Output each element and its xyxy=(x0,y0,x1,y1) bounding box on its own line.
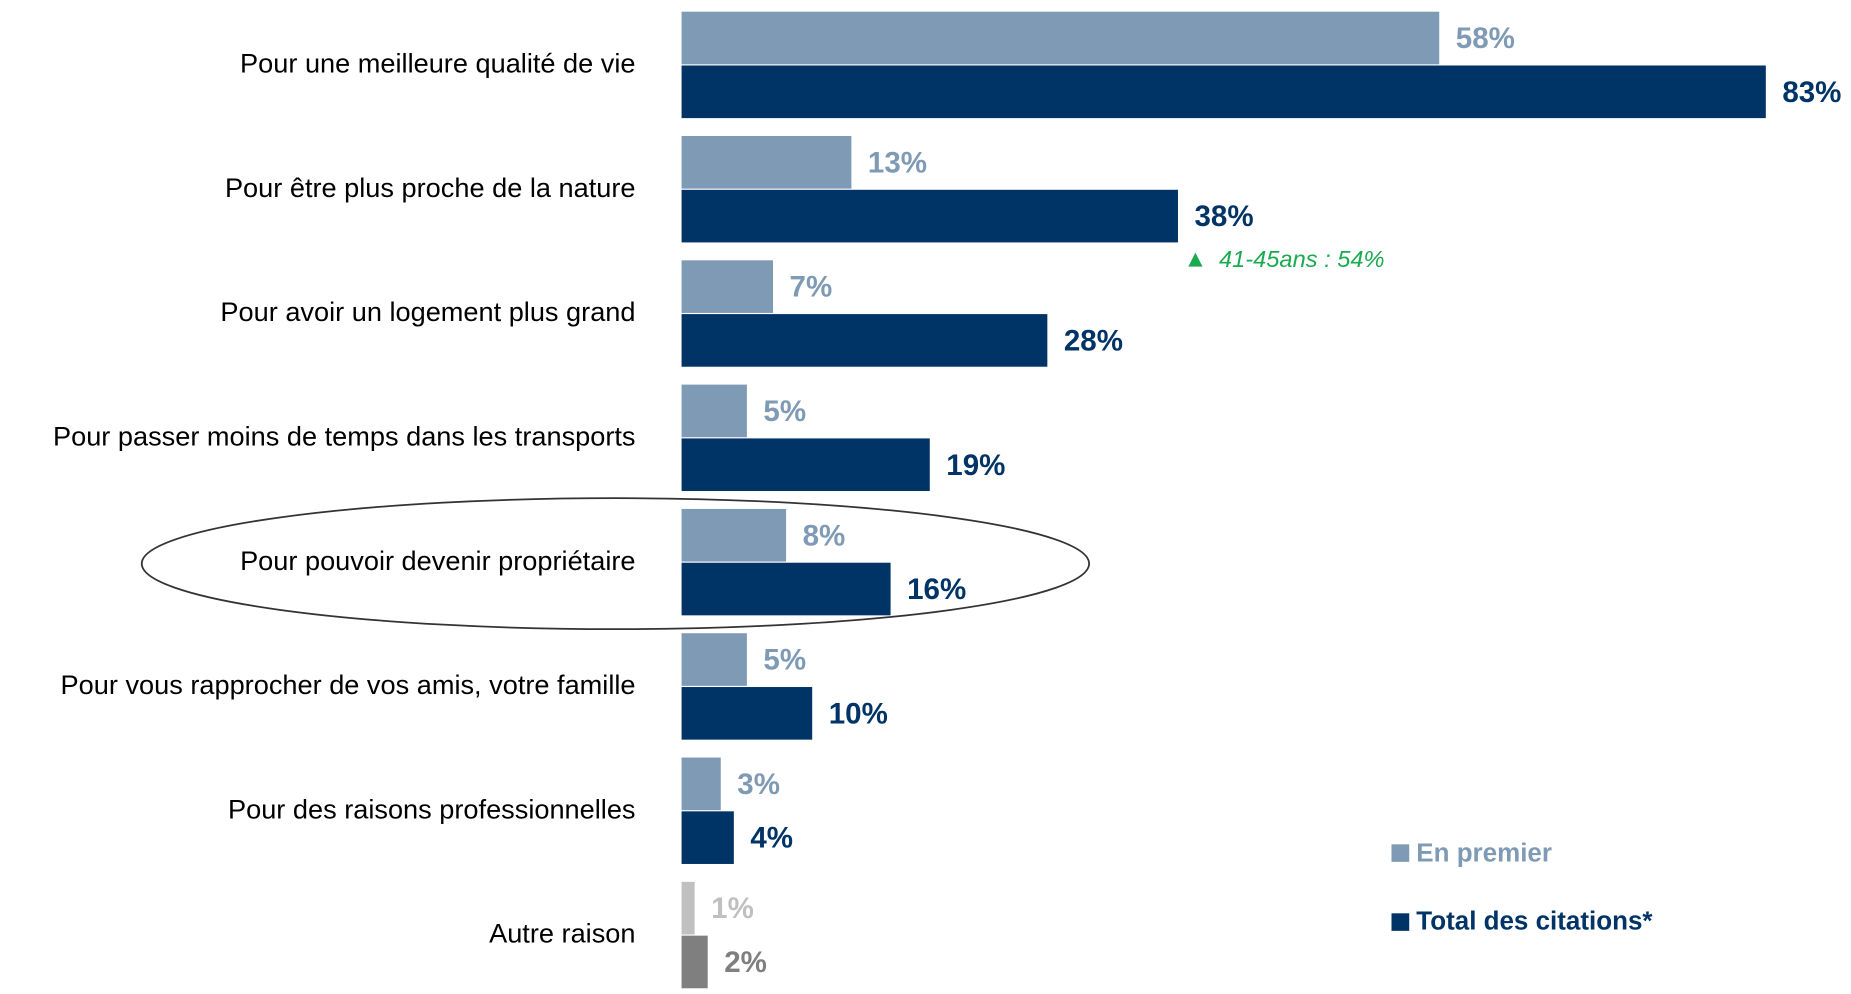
bar xyxy=(681,633,747,686)
category-label: Pour vous rapprocher de vos amis, votre … xyxy=(61,670,636,700)
bar xyxy=(681,314,1048,367)
category-label: Pour une meilleure qualité de vie xyxy=(240,49,635,79)
value-label: 7% xyxy=(790,271,833,304)
bar xyxy=(681,562,891,616)
value-label: 5% xyxy=(763,644,806,677)
value-label: 1% xyxy=(711,892,754,925)
legend-label: Total des citations* xyxy=(1416,908,1653,936)
bar xyxy=(681,757,721,811)
annotation: 41-45ans : 54% xyxy=(1219,246,1384,272)
bar xyxy=(681,11,1440,65)
legend-swatch xyxy=(1391,913,1410,931)
value-label: 10% xyxy=(829,698,888,731)
category-label: Pour avoir un logement plus grand xyxy=(220,297,635,327)
bar xyxy=(681,189,1178,243)
bar xyxy=(681,438,930,492)
legend-label: En premier xyxy=(1416,840,1552,868)
value-label: 3% xyxy=(737,768,780,801)
bar xyxy=(681,935,708,989)
highlight-ellipse xyxy=(140,497,1090,631)
bar xyxy=(681,881,695,935)
value-label: 28% xyxy=(1064,325,1123,358)
bar xyxy=(681,384,747,438)
value-label: 83% xyxy=(1782,76,1841,109)
value-label: 5% xyxy=(763,395,806,428)
legend-swatch xyxy=(1391,844,1410,862)
category-label: Pour passer moins de temps dans les tran… xyxy=(53,422,636,452)
bar xyxy=(681,508,787,562)
value-label: 19% xyxy=(946,449,1005,482)
value-label: 13% xyxy=(868,147,927,180)
value-label: 2% xyxy=(724,946,767,979)
bar xyxy=(681,260,774,313)
value-label: 38% xyxy=(1195,200,1254,233)
value-label: 8% xyxy=(803,519,846,552)
bar xyxy=(681,65,1766,119)
value-label: 16% xyxy=(907,573,966,606)
bar xyxy=(681,811,734,864)
category-label: Pour être plus proche de la nature xyxy=(225,173,636,203)
value-label: 58% xyxy=(1456,22,1515,55)
category-label: Pour pouvoir devenir propriétaire xyxy=(240,546,635,576)
annotation-arrow xyxy=(1188,252,1203,267)
category-label: Autre raison xyxy=(489,919,635,949)
bar xyxy=(681,136,852,189)
bar xyxy=(681,687,813,740)
category-label: Pour des raisons professionnelles xyxy=(228,795,636,825)
value-label: 4% xyxy=(750,822,793,855)
